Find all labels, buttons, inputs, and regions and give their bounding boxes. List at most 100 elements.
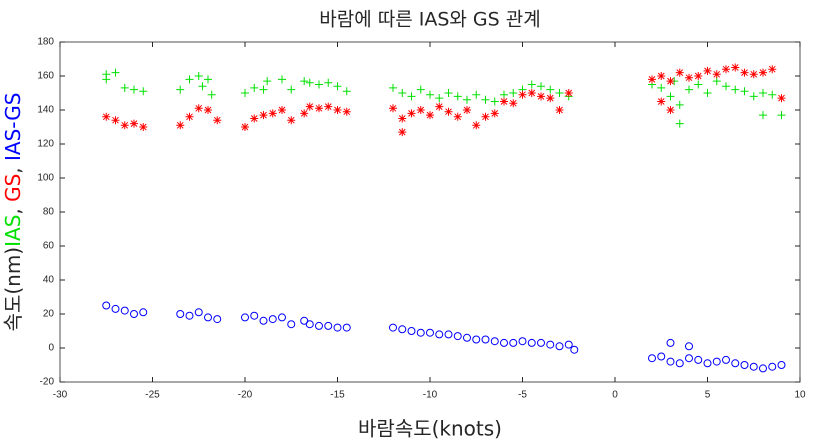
y-tick-label: 180 bbox=[37, 37, 54, 48]
x-tick-label: -5 bbox=[518, 390, 527, 401]
y-tick-label: 120 bbox=[37, 139, 54, 150]
x-tick-label: -30 bbox=[53, 390, 68, 401]
y-tick-label: 40 bbox=[43, 275, 55, 286]
point bbox=[500, 97, 508, 106]
point bbox=[416, 106, 425, 114]
point bbox=[481, 112, 490, 121]
point bbox=[207, 90, 216, 99]
point bbox=[527, 80, 536, 89]
point bbox=[444, 330, 453, 339]
point bbox=[416, 328, 425, 337]
point bbox=[259, 111, 268, 120]
point bbox=[213, 116, 222, 125]
point bbox=[463, 106, 471, 114]
point bbox=[472, 335, 481, 344]
point bbox=[527, 89, 536, 97]
point bbox=[204, 313, 212, 322]
x-tick-label: -15 bbox=[330, 390, 345, 401]
point bbox=[120, 306, 129, 315]
point bbox=[444, 107, 453, 116]
point bbox=[509, 89, 518, 97]
point bbox=[749, 92, 758, 101]
point bbox=[537, 338, 545, 347]
point bbox=[333, 82, 342, 91]
point bbox=[537, 92, 545, 101]
point bbox=[731, 63, 740, 72]
point bbox=[176, 310, 185, 318]
point bbox=[241, 89, 249, 97]
point bbox=[768, 362, 777, 371]
point bbox=[685, 73, 693, 82]
y-tick-label: 160 bbox=[37, 71, 54, 82]
point bbox=[546, 85, 555, 94]
point bbox=[278, 75, 286, 84]
point bbox=[204, 106, 212, 114]
x-tick-label: 10 bbox=[794, 390, 806, 401]
point bbox=[111, 116, 120, 125]
point bbox=[546, 94, 555, 103]
point bbox=[305, 78, 314, 87]
y-tick-label: 100 bbox=[37, 173, 54, 184]
y-tick-label: 140 bbox=[37, 105, 54, 116]
point bbox=[324, 78, 333, 87]
point bbox=[666, 92, 675, 101]
point bbox=[657, 72, 666, 80]
point bbox=[472, 121, 481, 130]
y-tick-label: 60 bbox=[43, 241, 55, 252]
point bbox=[759, 364, 767, 373]
y-tick-label: 20 bbox=[43, 309, 55, 320]
point bbox=[703, 89, 712, 97]
point bbox=[426, 111, 434, 120]
point bbox=[564, 89, 573, 97]
x-tick-label: -25 bbox=[145, 390, 160, 401]
chart-title: 바람에 따른 IAS와 GS 관계 bbox=[319, 9, 540, 31]
point bbox=[509, 99, 518, 108]
point bbox=[213, 315, 222, 324]
point bbox=[731, 85, 740, 94]
point bbox=[500, 338, 508, 347]
point bbox=[305, 320, 314, 329]
point bbox=[194, 308, 203, 317]
point bbox=[675, 100, 684, 109]
x-axis-label: 바람속도(knots) bbox=[358, 417, 502, 441]
point bbox=[250, 83, 259, 92]
point bbox=[768, 65, 777, 74]
point bbox=[675, 119, 684, 128]
point bbox=[398, 325, 407, 334]
point bbox=[416, 85, 425, 94]
point bbox=[324, 102, 333, 111]
y-label-separator: , bbox=[1, 161, 25, 174]
y-label-prefix: 속도(nm) bbox=[1, 247, 25, 332]
point bbox=[666, 77, 675, 86]
point bbox=[500, 90, 508, 99]
y-label-series: IAS-GS bbox=[1, 93, 25, 161]
point bbox=[555, 106, 564, 114]
point bbox=[657, 83, 666, 92]
point bbox=[130, 85, 138, 94]
point bbox=[300, 77, 309, 86]
point bbox=[768, 90, 777, 99]
point bbox=[102, 301, 111, 310]
point bbox=[287, 85, 296, 94]
point bbox=[176, 85, 185, 94]
x-tick-label: -20 bbox=[238, 390, 253, 401]
point bbox=[453, 332, 462, 341]
y-tick-label: 80 bbox=[43, 207, 55, 218]
point bbox=[398, 89, 407, 97]
point bbox=[722, 82, 730, 91]
point bbox=[518, 337, 527, 346]
point bbox=[453, 112, 462, 121]
point bbox=[342, 107, 351, 116]
point bbox=[712, 77, 721, 86]
point bbox=[703, 359, 712, 368]
point bbox=[259, 85, 268, 94]
point bbox=[278, 106, 286, 114]
point bbox=[407, 327, 416, 335]
point bbox=[389, 323, 397, 332]
point bbox=[398, 114, 407, 123]
point bbox=[570, 345, 579, 354]
point bbox=[685, 342, 693, 351]
point bbox=[481, 95, 490, 104]
point bbox=[490, 109, 499, 118]
y-axis-label: 속도(nm)IAS, GS, IAS-GS bbox=[1, 93, 25, 332]
